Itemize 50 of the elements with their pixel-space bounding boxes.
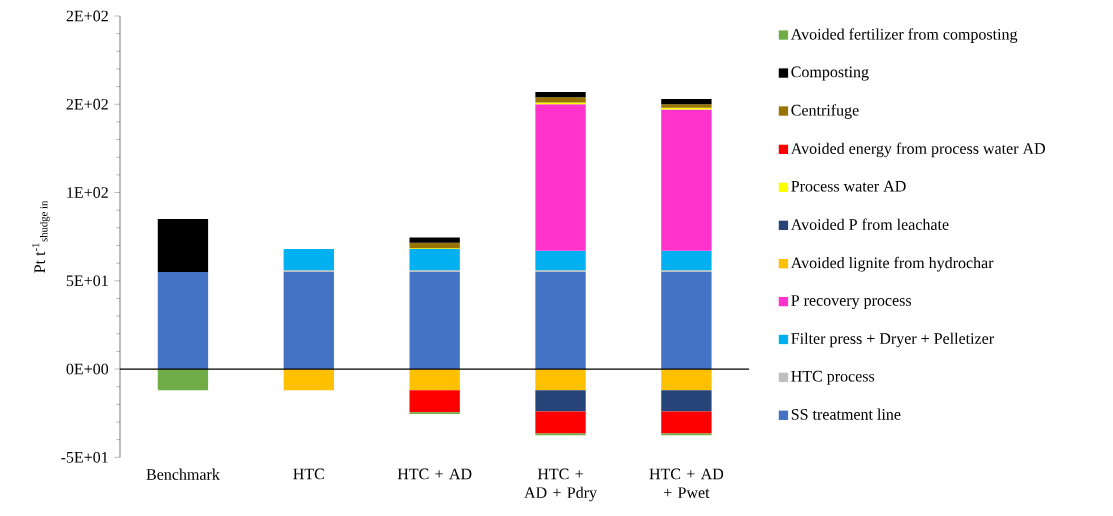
legend-label: Centrifuge: [791, 104, 859, 119]
bar: [535, 390, 586, 412]
bar: [535, 369, 586, 391]
bar: [661, 271, 712, 370]
bar: [661, 411, 712, 434]
x-tick-label: HTC + AD + Pdry: [524, 468, 597, 502]
legend-label: Process water AD: [791, 180, 906, 192]
bar: [283, 271, 334, 370]
x-tick-label: HTC + AD + Pwet: [649, 468, 724, 499]
bar: [535, 91, 586, 98]
y-tick-label: 5E+01: [66, 275, 108, 287]
x-tick-label: Benchmark: [146, 468, 220, 480]
x-tick-label: HTC: [293, 468, 324, 480]
bar: [661, 109, 712, 251]
bar: [409, 369, 460, 391]
bar: [409, 249, 460, 271]
y-tick-label: -5E+01: [61, 451, 108, 463]
bar: [661, 390, 712, 412]
y-tick-label: 0E+00: [66, 363, 109, 375]
bar: [535, 104, 586, 251]
bar: [661, 369, 712, 391]
bar: [661, 98, 712, 105]
legend-label: P recovery process: [791, 295, 912, 310]
bar: [661, 250, 712, 271]
bar: [283, 249, 334, 271]
bar: [157, 271, 209, 370]
legend-label: Avoided P from leachate: [790, 218, 949, 230]
y-axis-title: Pt t$^{-1}$shudge in: [32, 200, 50, 273]
bar: [535, 250, 586, 271]
legend-label: HTC process: [791, 370, 875, 385]
bar: [535, 271, 586, 370]
legend-label: Avoided lignite from hydrochar: [790, 256, 994, 272]
bar: [409, 242, 460, 249]
bar: [409, 237, 460, 243]
legend-label: Filter press + Dryer + Pelletizer: [791, 332, 994, 348]
x-tick-label: HTC + AD: [397, 468, 472, 480]
y-tick-label: 1E+02: [67, 187, 108, 198]
y-tick-label: 2E+02: [66, 98, 108, 110]
bar: [409, 390, 460, 413]
bar: [535, 97, 586, 103]
legend-label: Avoided fertilizer from composting: [790, 28, 1018, 43]
bar: [283, 369, 334, 391]
bar: [409, 271, 460, 370]
legend-label: SS treatment line: [791, 408, 901, 420]
legend-label: Avoided energy from process water AD: [790, 142, 1045, 158]
y-tick-label: 2E+02: [66, 10, 108, 22]
bar: [157, 219, 209, 272]
bar: [157, 369, 209, 391]
bar: [535, 411, 586, 434]
legend-label: Composting: [791, 66, 869, 81]
